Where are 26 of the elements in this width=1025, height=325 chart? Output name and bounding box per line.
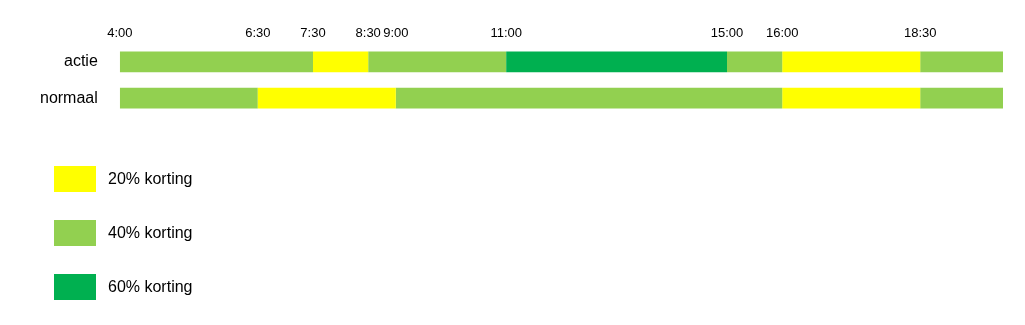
bar [395, 87, 783, 109]
y-tick-label: actie [64, 52, 98, 70]
bar [119, 51, 313, 73]
legend-label: 40% korting [108, 224, 193, 242]
bar [920, 51, 1003, 73]
legend-label: 20% korting [108, 170, 193, 188]
bar [782, 51, 921, 73]
bar [313, 51, 369, 73]
bar [727, 51, 783, 73]
x-tick-label: 8:30 [355, 25, 381, 41]
bar [368, 51, 507, 73]
x-tick-label: 11:00 [490, 25, 522, 41]
bar [119, 87, 258, 109]
bar [506, 51, 727, 73]
bar [782, 87, 921, 109]
x-tick-label: 6:30 [245, 25, 271, 41]
x-tick-label: 7:30 [300, 25, 326, 41]
bar [920, 87, 1003, 109]
legend-label: 60% korting [108, 278, 193, 296]
x-tick-label: 16:00 [765, 25, 799, 41]
x-tick-label: 9:00 [383, 25, 409, 41]
x-tick-label: 18:30 [903, 25, 937, 41]
bar [257, 87, 396, 109]
y-tick-label: normaal [39, 88, 98, 106]
x-tick-label: 15:00 [710, 25, 744, 41]
x-tick-label: 4:00 [107, 25, 133, 41]
